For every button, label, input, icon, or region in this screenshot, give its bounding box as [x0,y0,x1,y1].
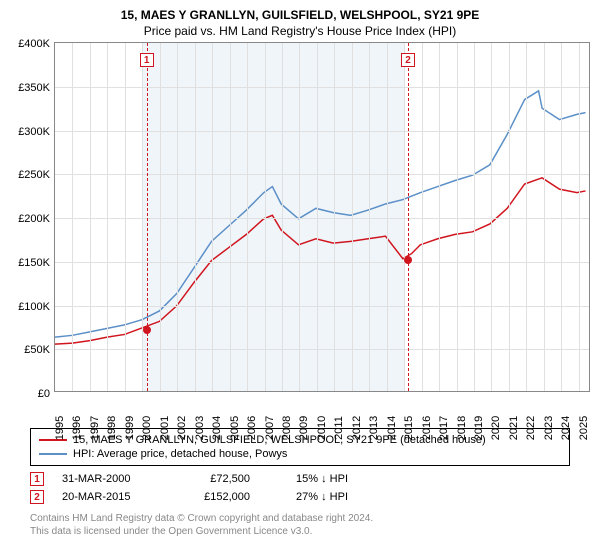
footer-line-2: This data is licensed under the Open Gov… [30,525,570,538]
event-row-1: 1 31-MAR-2000 £72,500 15% ↓ HPI [30,470,570,488]
event-row-2: 2 20-MAR-2015 £152,000 27% ↓ HPI [30,488,570,506]
event-badge-1: 1 [30,472,44,486]
x-tick-label: 2011 [333,416,345,440]
gridline-v [299,43,300,391]
footer-line-1: Contains HM Land Registry data © Crown c… [30,512,570,525]
x-tick-label: 1996 [71,416,83,440]
event-badge-2: 2 [30,490,44,504]
y-tick-label: £50K [2,344,50,356]
gridline-v [90,43,91,391]
x-tick-label: 2008 [281,416,293,440]
x-tick-label: 2014 [386,416,398,440]
legend-item-hpi: HPI: Average price, detached house, Powy… [39,447,561,461]
x-tick-label: 1999 [124,416,136,440]
event-price-2: £152,000 [180,491,250,503]
y-tick-label: £400K [2,38,50,50]
gridline-v [491,43,492,391]
x-tick-label: 2017 [438,416,450,440]
y-tick-label: £0 [2,388,50,400]
chart-title: 15, MAES Y GRANLLYN, GUILSFIELD, WELSHPO… [0,0,600,22]
y-tick-label: £350K [2,82,50,94]
event-line [147,43,148,391]
y-tick-label: £300K [2,126,50,138]
event-price-1: £72,500 [180,473,250,485]
x-tick-label: 2021 [508,416,520,440]
gridline-v [195,43,196,391]
gridline-v [317,43,318,391]
gridline-v [369,43,370,391]
gridline-v [72,43,73,391]
gridline-v [334,43,335,391]
y-tick-label: £150K [2,257,50,269]
y-axis-labels: £0£50K£100K£150K£200K£250K£300K£350K£400… [0,44,54,394]
x-tick-label: 2006 [246,416,258,440]
gridline-v [579,43,580,391]
gridline-v [265,43,266,391]
x-tick-label: 2003 [194,416,206,440]
legend-label-hpi: HPI: Average price, detached house, Powy… [73,448,287,460]
x-tick-label: 2004 [211,416,223,440]
legend-swatch-hpi [39,453,67,455]
gridline-v [160,43,161,391]
footer: Contains HM Land Registry data © Crown c… [30,512,570,538]
gridline-v [422,43,423,391]
event-dot [404,256,412,264]
x-tick-label: 1998 [106,416,118,440]
x-tick-label: 2012 [351,416,363,440]
gridline-v [387,43,388,391]
gridline-v [177,43,178,391]
gridline-v [282,43,283,391]
x-tick-label: 1997 [89,416,101,440]
y-tick-label: £100K [2,301,50,313]
gridline-v [404,43,405,391]
event-badge-on-chart: 1 [140,53,154,67]
event-dot [143,326,151,334]
y-tick-label: £250K [2,169,50,181]
y-tick-label: £200K [2,213,50,225]
gridline-v [457,43,458,391]
x-tick-label: 2005 [229,416,241,440]
x-tick-label: 2019 [473,416,485,440]
x-axis-labels: 1995199619971998199920002001200220032004… [54,396,590,430]
x-tick-label: 2016 [421,416,433,440]
gridline-v [142,43,143,391]
gridline-v [509,43,510,391]
gridline-v [352,43,353,391]
series-hpi [55,91,586,337]
event-pct-2: 27% ↓ HPI [268,491,348,503]
x-tick-label: 1995 [54,416,66,440]
gridline-v [561,43,562,391]
gridline-v [439,43,440,391]
event-date-2: 20-MAR-2015 [62,491,162,503]
gridline-v [230,43,231,391]
chart-subtitle: Price paid vs. HM Land Registry's House … [0,22,600,42]
x-tick-label: 2001 [159,416,171,440]
gridline-v [474,43,475,391]
gridline-v [247,43,248,391]
gridline-v [544,43,545,391]
x-tick-label: 2024 [560,416,572,440]
x-tick-label: 2023 [543,416,555,440]
x-tick-label: 2009 [298,416,310,440]
x-tick-label: 2000 [141,416,153,440]
chart-plot-area: 12 [54,42,590,392]
x-tick-label: 2018 [456,416,468,440]
x-tick-label: 2022 [525,416,537,440]
events-table: 1 31-MAR-2000 £72,500 15% ↓ HPI 2 20-MAR… [30,470,570,506]
x-tick-label: 2007 [264,416,276,440]
event-badge-on-chart: 2 [401,53,415,67]
gridline-v [212,43,213,391]
event-line [408,43,409,391]
gridline-v [526,43,527,391]
event-pct-1: 15% ↓ HPI [268,473,348,485]
x-tick-label: 2010 [316,416,328,440]
x-tick-label: 2013 [368,416,380,440]
x-tick-label: 2015 [403,416,415,440]
x-tick-label: 2002 [176,416,188,440]
x-tick-label: 2025 [578,416,590,440]
gridline-v [107,43,108,391]
x-tick-label: 2020 [490,416,502,440]
event-date-1: 31-MAR-2000 [62,473,162,485]
gridline-v [125,43,126,391]
